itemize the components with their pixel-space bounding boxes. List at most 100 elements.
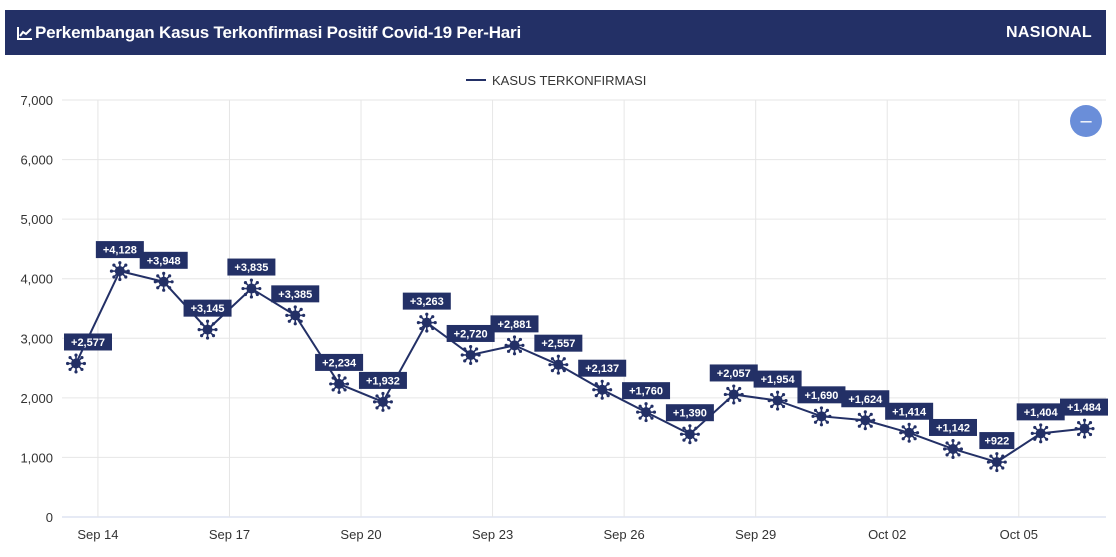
marker-spike-tip — [416, 321, 420, 325]
virus-marker-icon[interactable] — [679, 424, 700, 445]
marker-spike-tip — [813, 408, 818, 412]
marker-spike-tip — [258, 286, 262, 291]
data-label-text: +2,881 — [498, 319, 532, 331]
virus-marker-icon[interactable] — [372, 391, 393, 412]
virus-marker-icon[interactable] — [504, 335, 525, 356]
x-tick-label: Sep 14 — [77, 527, 118, 542]
data-label: +1,760 — [622, 382, 671, 400]
marker-spike-tip — [592, 388, 596, 392]
y-tick-label: 4,000 — [20, 272, 53, 287]
line-chart-icon — [17, 26, 32, 40]
marker-spike-tip — [907, 422, 911, 426]
marker-spike-tip — [986, 460, 991, 464]
grid-lines — [62, 99, 1106, 518]
marker-spike-tip — [512, 335, 517, 339]
data-label-text: +4,128 — [103, 245, 137, 257]
marker-spike-tip — [548, 363, 552, 367]
marker-spike-tip — [989, 466, 993, 470]
marker-spike-tip — [463, 347, 467, 351]
virus-marker-icon[interactable] — [1074, 418, 1095, 439]
virus-marker-icon[interactable] — [285, 305, 306, 326]
marker-spike-tip — [594, 382, 598, 386]
virus-marker-icon[interactable] — [548, 354, 569, 375]
marker-core — [728, 389, 739, 400]
data-label-box — [797, 386, 846, 404]
markers — [66, 261, 1095, 473]
data-label-box — [227, 258, 276, 276]
marker-spike-tip — [682, 438, 686, 442]
virus-marker-icon[interactable] — [986, 452, 1007, 473]
data-label-text: +2,557 — [541, 338, 575, 350]
virus-marker-icon[interactable] — [811, 406, 832, 427]
marker-spike-tip — [506, 349, 511, 353]
marker-spike-tip — [907, 439, 911, 443]
legend[interactable]: KASUS TERKONFIRMASI — [466, 73, 646, 88]
marker-spike-tip — [112, 263, 116, 267]
virus-marker-icon[interactable] — [241, 278, 262, 299]
virus-marker-icon[interactable] — [153, 271, 174, 292]
data-label-box — [1016, 403, 1065, 421]
data-label: +922 — [979, 432, 1015, 450]
data-label: +3,948 — [139, 251, 188, 269]
y-tick-label: 2,000 — [20, 391, 53, 406]
data-label-box — [709, 364, 758, 382]
virus-marker-icon[interactable] — [1030, 423, 1051, 444]
virus-marker-icon[interactable] — [636, 402, 657, 423]
marker-core — [158, 276, 169, 287]
virus-marker-icon[interactable] — [197, 319, 218, 340]
marker-spike-tip — [168, 286, 172, 290]
data-label: +4,128 — [95, 241, 144, 259]
marker-spike-tip — [740, 392, 744, 397]
marker-spike-tip — [650, 404, 654, 408]
marker-spike-tip — [688, 424, 692, 428]
marker-core — [246, 283, 257, 294]
marker-spike-tip — [1039, 423, 1043, 427]
marker-core — [71, 358, 81, 369]
virus-marker-icon[interactable] — [66, 353, 86, 374]
virus-marker-icon[interactable] — [460, 344, 481, 365]
virus-marker-icon[interactable] — [855, 410, 876, 431]
virus-marker-icon[interactable] — [723, 384, 744, 405]
marker-spike-tip — [287, 319, 291, 323]
data-label-text: +3,385 — [278, 289, 312, 301]
data-label-text: +3,145 — [191, 303, 225, 315]
virus-marker-icon[interactable] — [943, 438, 963, 459]
marker-spike-tip — [156, 274, 160, 278]
data-label-text: +3,835 — [234, 262, 268, 274]
marker-spike-tip — [819, 423, 824, 427]
marker-core — [509, 340, 520, 351]
marker-spike-tip — [606, 394, 610, 398]
virus-marker-icon[interactable] — [416, 312, 437, 333]
marker-spike-tip — [738, 386, 742, 391]
data-label: +2,234 — [315, 353, 364, 371]
marker-spike-tip — [1074, 426, 1078, 431]
virus-marker-icon[interactable] — [899, 422, 920, 443]
marker-spike-tip — [995, 468, 999, 473]
marker-spike-tip — [1082, 418, 1087, 422]
marker-core — [1079, 423, 1090, 434]
virus-marker-icon[interactable] — [767, 390, 788, 411]
marker-spike-tip — [863, 410, 867, 414]
marker-spike-tip — [609, 388, 613, 392]
marker-spike-tip — [770, 404, 774, 409]
marker-core — [597, 384, 608, 395]
marker-spike-tip — [732, 401, 736, 405]
marker-core — [991, 457, 1002, 468]
marker-spike-tip — [474, 359, 479, 363]
data-label-text: +2,577 — [71, 337, 105, 349]
data-label: +1,142 — [929, 418, 977, 436]
data-label: +1,484 — [1060, 398, 1108, 416]
data-label-box — [358, 371, 407, 389]
region-label[interactable]: NASIONAL — [1006, 23, 1092, 41]
virus-marker-icon[interactable] — [329, 373, 350, 394]
marker-spike-tip — [504, 343, 508, 347]
virus-marker-icon[interactable] — [109, 261, 130, 282]
marker-spike-tip — [68, 355, 72, 360]
zoom-out-button[interactable]: – — [1070, 105, 1102, 137]
marker-spike-tip — [375, 406, 379, 410]
virus-marker-icon[interactable] — [592, 379, 613, 400]
marker-spike-tip — [109, 269, 114, 273]
marker-spike-tip — [1003, 460, 1007, 464]
marker-spike-tip — [726, 398, 730, 403]
marker-core — [465, 349, 476, 360]
